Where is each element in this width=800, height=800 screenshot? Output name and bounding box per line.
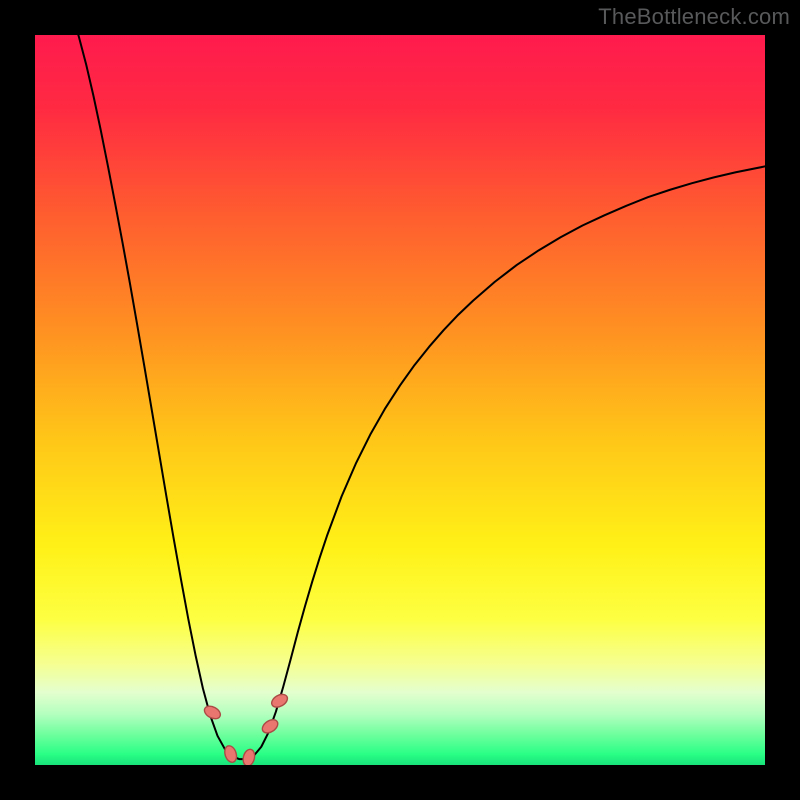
gradient-background (35, 35, 765, 765)
plot-area (35, 35, 765, 765)
plot-svg (35, 35, 765, 765)
watermark-text: TheBottleneck.com (598, 4, 790, 30)
